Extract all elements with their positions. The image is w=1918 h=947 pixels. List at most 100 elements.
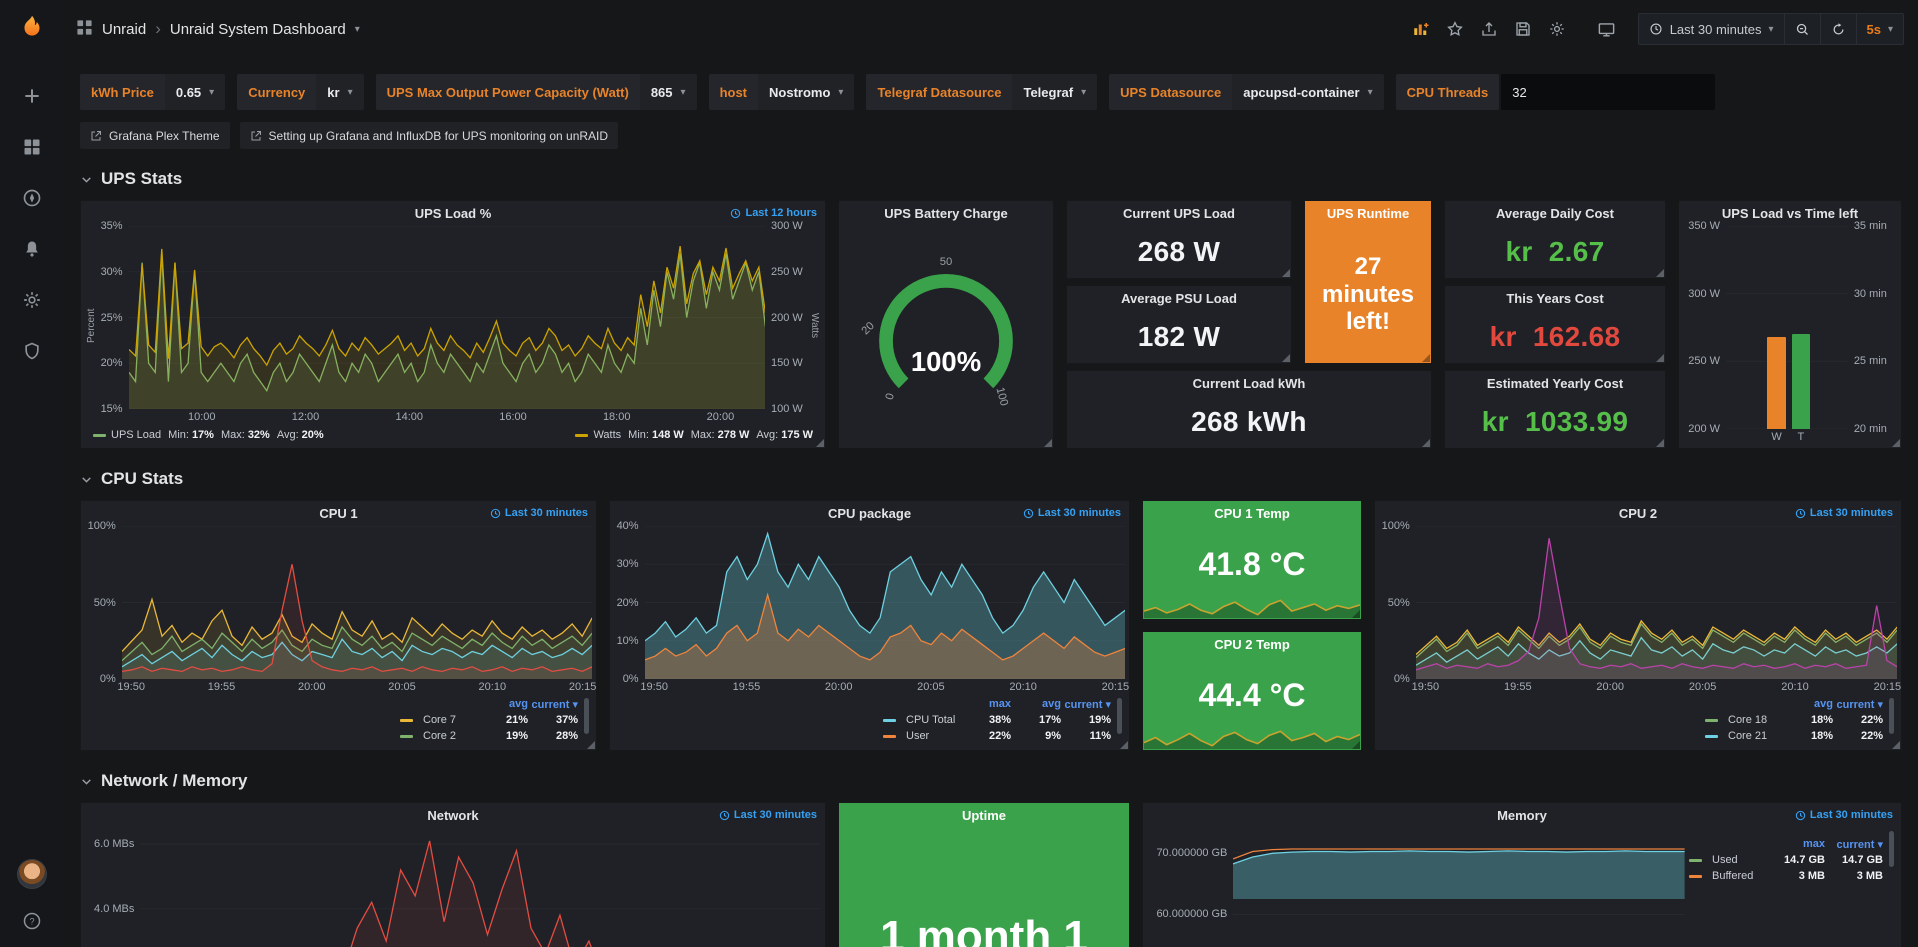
legend-series[interactable]: Watts Min: 148 W Max: 278 W Avg: 175 W (575, 429, 813, 441)
panel-cpu2-temp: CPU 2 Temp 44.4 °C (1142, 631, 1362, 751)
help-icon[interactable]: ? (20, 909, 44, 933)
legend-series[interactable]: Core 7 (400, 714, 478, 726)
legend-series[interactable]: Core 18 (1705, 714, 1783, 726)
share-icon[interactable] (1474, 14, 1504, 44)
section-ups-stats[interactable]: UPS Stats (80, 167, 1902, 191)
variable-label: UPS Max Output Power Capacity (Watt) (375, 74, 640, 110)
panel-title[interactable]: UPS Battery Charge (884, 206, 1008, 221)
panel-title[interactable]: Estimated Yearly Cost (1486, 376, 1624, 391)
breadcrumb-app[interactable]: Unraid (102, 20, 147, 38)
legend-sort-max[interactable]: max (988, 698, 1011, 710)
chevron-down-icon (82, 778, 91, 785)
variable-kwh-price[interactable]: kWh Price 0.65 ▾ (80, 74, 226, 110)
settings-icon[interactable] (1542, 14, 1572, 44)
add-icon[interactable] (20, 84, 44, 108)
legend-sort-max[interactable]: max (1802, 838, 1825, 850)
panel-title[interactable]: CPU 2 (1618, 506, 1658, 521)
dashboard-title[interactable]: Unraid System Dashboard (169, 20, 346, 38)
refresh-button[interactable] (1820, 14, 1857, 44)
sidebar: ? (0, 0, 64, 947)
legend-series[interactable]: Core 21 (1705, 730, 1783, 742)
legend-series[interactable]: Used (1689, 854, 1767, 866)
panel-cpu1-temp: CPU 1 Temp 41.8 °C (1142, 500, 1362, 620)
legend-series[interactable]: Buffered (1689, 870, 1767, 882)
variable-ups-datasource[interactable]: UPS Datasource apcupsd-container ▾ (1109, 74, 1384, 110)
legend-sort-avg[interactable]: avg (509, 698, 528, 710)
dashboard-link-setting-up-grafana-and-influxdb-for-ups-monitoring-on-unraid[interactable]: Setting up Grafana and InfluxDB for UPS … (239, 122, 619, 149)
series-name: Core 21 (1728, 730, 1768, 742)
series-color-dash (883, 718, 896, 722)
explore-icon[interactable] (20, 186, 44, 210)
panel-title[interactable]: CPU 2 Temp (1214, 637, 1290, 652)
legend-sort-current[interactable]: current ▾ (1836, 698, 1883, 711)
panel-title[interactable]: UPS Runtime (1326, 206, 1410, 221)
legend-sort-avg[interactable]: avg (1042, 698, 1061, 710)
legend-series[interactable]: UPS Load Min: 17% Max: 32% Avg: 20% (93, 429, 324, 441)
legend-sort-current[interactable]: current ▾ (1836, 838, 1883, 851)
axis-tick: 19:55 (732, 681, 761, 693)
legend-sort-avg[interactable]: avg (1814, 698, 1833, 710)
series-name: CPU Total (906, 714, 956, 726)
avatar[interactable] (17, 859, 47, 889)
caret-down-icon: ▾ (680, 86, 686, 98)
grafana-logo-icon[interactable] (0, 0, 64, 58)
panel-title[interactable]: UPS Load % (414, 206, 492, 221)
panel-title[interactable]: CPU 1 (319, 506, 358, 521)
dashboard-link-grafana-plex-theme[interactable]: Grafana Plex Theme (80, 122, 230, 149)
panel-title[interactable]: Current UPS Load (1123, 206, 1235, 221)
y-axis-left: 200 W 250 W 300 W 350 W (1683, 220, 1726, 445)
panel-title[interactable]: Average Daily Cost (1495, 206, 1614, 221)
legend-series[interactable]: CPU Total (883, 714, 961, 726)
alerting-icon[interactable] (20, 237, 44, 261)
time-range-picker[interactable]: Last 30 minutes ▾ (1638, 14, 1785, 44)
section-cpu-stats[interactable]: CPU Stats (80, 467, 1902, 491)
panel-title[interactable]: CPU package (827, 506, 912, 521)
time-controls: Last 30 minutes ▾ 5s ▾ (1637, 13, 1904, 45)
legend-scrollbar[interactable] (584, 698, 589, 734)
cpu1-chart: 0% 50% 100% 19:50 19:55 20:00 20:05 20:10 20:15 a… (81, 520, 596, 750)
legend-row: Core 18 18% 22% (1705, 712, 1883, 728)
panel-title[interactable]: CPU 1 Temp (1214, 506, 1290, 521)
variable-telegraf-datasource[interactable]: Telegraf Datasource Telegraf ▾ (866, 74, 1098, 110)
server-admin-icon[interactable] (20, 339, 44, 363)
variable-value: 865 ▾ (640, 85, 697, 100)
legend-series[interactable]: Core 2 (400, 730, 478, 742)
panel-title[interactable]: Network (427, 808, 479, 823)
configuration-icon[interactable] (20, 288, 44, 312)
panel-title[interactable]: Current Load kWh (1192, 376, 1306, 391)
save-icon[interactable] (1508, 14, 1538, 44)
variable-ups-max-output-power-capacity-watt[interactable]: UPS Max Output Power Capacity (Watt) 865 ▾ (375, 74, 697, 110)
chart: 200 W 250 W 300 W 350 W W T 20 min 25 min 30 min… (1683, 220, 1897, 445)
chevron-down-icon (82, 476, 91, 483)
cycle-view-icon[interactable] (1592, 14, 1622, 44)
legend-scrollbar[interactable] (1889, 831, 1894, 867)
svg-text:50: 50 (940, 256, 953, 268)
legend-series[interactable]: User (883, 730, 961, 742)
legend: max current ▾ Used 14.7 GB 14.7 GB Buffered 3 … (1689, 828, 1897, 887)
legend-sort-current[interactable]: current ▾ (531, 698, 578, 711)
legend-scrollbar[interactable] (1889, 698, 1894, 734)
caret-down-icon[interactable]: ▾ (354, 23, 360, 35)
time-range-label: Last 30 minutes (1669, 21, 1762, 37)
section-network-memory[interactable]: Network / Memory (80, 769, 1902, 793)
panel-title[interactable]: Memory (1497, 808, 1547, 823)
stat-value: 17% (191, 429, 214, 441)
variable-currency[interactable]: Currency kr ▾ (237, 74, 364, 110)
series-color-dash (1689, 858, 1702, 862)
dashboards-icon[interactable] (20, 135, 44, 159)
panel-title[interactable]: Uptime (961, 808, 1007, 823)
svg-text:100%: 100% (911, 346, 981, 377)
add-panel-icon[interactable] (1406, 14, 1436, 44)
star-icon[interactable] (1440, 14, 1470, 44)
cpu-threads-input[interactable] (1501, 74, 1716, 110)
panel-title[interactable]: Average PSU Load (1121, 291, 1237, 306)
refresh-interval-picker[interactable]: 5s ▾ (1856, 14, 1903, 44)
section-title: CPU Stats (101, 469, 184, 488)
axis-tick: 20:15 (1873, 681, 1902, 693)
panel-title[interactable]: UPS Load vs Time left (1721, 206, 1859, 221)
panel-title[interactable]: This Years Cost (1506, 291, 1604, 306)
variable-host[interactable]: host Nostromo ▾ (708, 74, 855, 110)
zoom-out-button[interactable] (1784, 14, 1821, 44)
legend-sort-current[interactable]: current ▾ (1064, 698, 1111, 711)
legend-scrollbar[interactable] (1117, 698, 1122, 734)
